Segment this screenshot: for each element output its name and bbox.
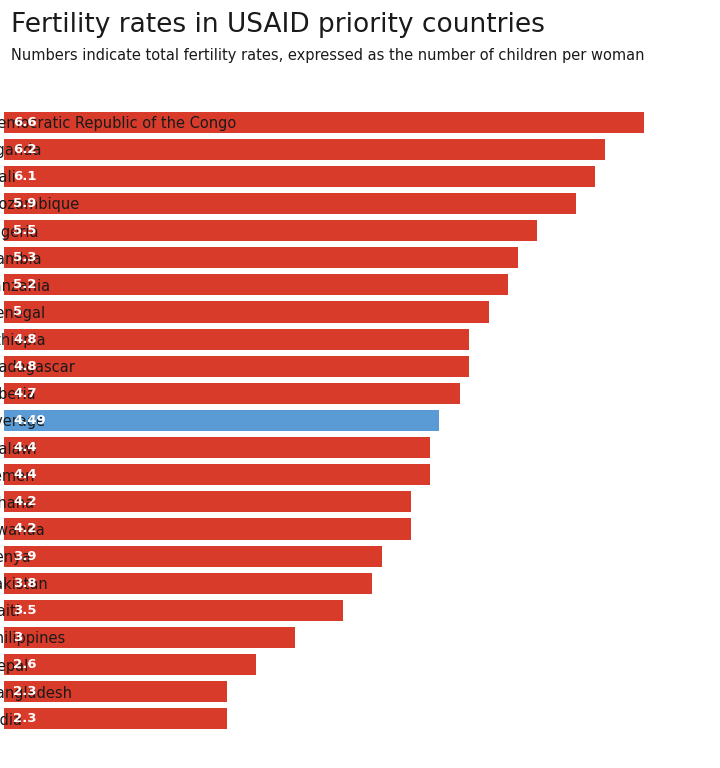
Text: 5.9: 5.9: [13, 197, 37, 210]
Text: 6.6: 6.6: [13, 116, 37, 128]
Text: 3.9: 3.9: [13, 550, 37, 563]
Text: 4.49: 4.49: [13, 414, 46, 427]
Bar: [4, 301, 489, 323]
Text: 5.3: 5.3: [13, 251, 37, 264]
Text: Fertility rates in USAID priority countries: Fertility rates in USAID priority countr…: [11, 12, 544, 38]
Bar: [4, 545, 382, 567]
Bar: [4, 654, 256, 675]
Bar: [4, 193, 576, 214]
Text: 5: 5: [13, 306, 22, 319]
Text: 5.2: 5.2: [13, 278, 37, 291]
Text: 4.8: 4.8: [13, 333, 37, 346]
Text: Numbers indicate total fertility rates, expressed as the number of children per : Numbers indicate total fertility rates, …: [11, 48, 644, 63]
Text: 2.3: 2.3: [13, 713, 37, 725]
Text: 3: 3: [13, 631, 22, 644]
Bar: [4, 139, 605, 160]
Bar: [4, 518, 411, 540]
Text: 4.2: 4.2: [13, 495, 37, 508]
Text: 4.4: 4.4: [13, 441, 37, 454]
Bar: [4, 708, 227, 730]
Text: 6.2: 6.2: [13, 143, 37, 156]
Text: 4.7: 4.7: [13, 387, 37, 400]
Bar: [4, 274, 508, 296]
Bar: [4, 681, 227, 702]
Bar: [4, 111, 644, 133]
Bar: [4, 410, 439, 431]
Bar: [4, 600, 343, 621]
Text: 3.5: 3.5: [13, 604, 37, 617]
Bar: [4, 247, 518, 268]
Text: 3.8: 3.8: [13, 577, 37, 590]
Text: 4.4: 4.4: [13, 468, 37, 482]
Bar: [4, 573, 372, 594]
Bar: [4, 220, 537, 241]
Bar: [4, 464, 431, 485]
Text: 2.6: 2.6: [13, 658, 37, 671]
Text: 6.1: 6.1: [13, 170, 37, 183]
Bar: [4, 166, 595, 187]
Bar: [4, 492, 411, 512]
Text: 4.8: 4.8: [13, 359, 37, 372]
Text: 5.5: 5.5: [13, 224, 37, 237]
Text: 2.3: 2.3: [13, 685, 37, 698]
Bar: [4, 356, 469, 377]
Bar: [4, 437, 431, 458]
Bar: [4, 382, 459, 404]
Bar: [4, 329, 469, 349]
Bar: [4, 627, 294, 648]
Text: 4.2: 4.2: [13, 522, 37, 535]
